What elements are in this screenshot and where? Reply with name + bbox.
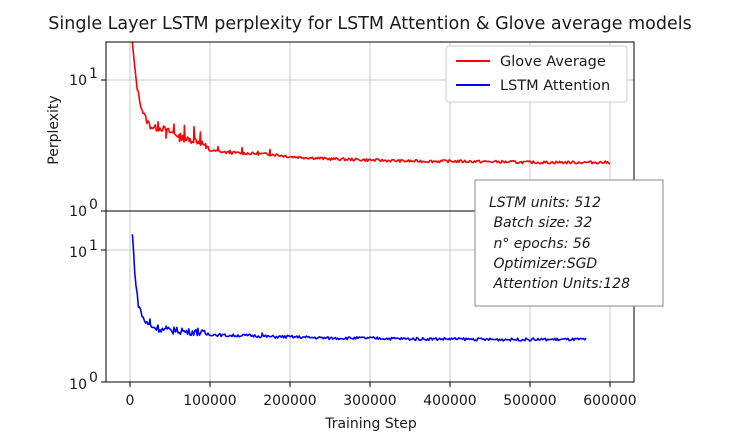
y-tick-top-1: 10 0 bbox=[69, 197, 106, 220]
x-tick-label: 300000 bbox=[343, 393, 396, 409]
info-box: LSTM units: 512 Batch size: 32 n° epochs… bbox=[474, 179, 664, 307]
x-tick-label: 100000 bbox=[183, 393, 236, 409]
info-line-optimizer: Optimizer:SGD bbox=[489, 256, 597, 272]
series-line-glove-average bbox=[131, 41, 611, 165]
info-line-lstm-units: LSTM units: 512 bbox=[489, 195, 601, 211]
subplot-lstm: 10 1 10 0 bbox=[69, 210, 635, 393]
x-tick-label: 200000 bbox=[263, 393, 316, 409]
y-tick-label-bottom-10-exp: 1 bbox=[89, 238, 98, 254]
legend-label-glove: Glove Average bbox=[500, 54, 606, 70]
y-tick-label-top-1: 10 bbox=[69, 204, 87, 220]
y-tick-label-bottom-10: 10 bbox=[69, 245, 87, 261]
chart-title: Single Layer LSTM perplexity for LSTM At… bbox=[48, 14, 691, 34]
y-axis-label: Perplexity bbox=[46, 95, 62, 164]
x-axis-label: Training Step bbox=[324, 416, 417, 432]
y-tick-top-10: 10 1 bbox=[69, 66, 106, 89]
legend-box bbox=[445, 45, 628, 103]
x-tick-label: 600000 bbox=[583, 393, 636, 409]
y-tick-label-bottom-1-exp: 0 bbox=[89, 370, 98, 386]
info-line-attention-units: Attention Units:128 bbox=[489, 276, 630, 292]
y-tick-bottom-10: 10 1 bbox=[69, 238, 106, 261]
info-line-batch-size: Batch size: 32 bbox=[489, 215, 592, 231]
x-axis-ticks: 0 100000 200000 300000 400000 500000 600000 bbox=[126, 382, 637, 409]
y-tick-label-top-10: 10 bbox=[69, 73, 87, 89]
info-line-epochs: n° epochs: 56 bbox=[489, 236, 591, 252]
y-tick-label-top-10-exp: 1 bbox=[89, 66, 98, 82]
info-box-frame bbox=[474, 179, 664, 307]
legend-label-lstm: LSTM Attention bbox=[500, 78, 610, 94]
x-tick-label: 0 bbox=[126, 393, 135, 409]
x-tick-label: 500000 bbox=[503, 393, 556, 409]
y-tick-label-top-1-exp: 0 bbox=[89, 197, 98, 213]
series-line-lstm-attention bbox=[131, 234, 587, 342]
x-tick-label: 400000 bbox=[423, 393, 476, 409]
y-tick-bottom-1: 10 0 bbox=[69, 370, 106, 393]
legend: Glove Average LSTM Attention bbox=[445, 45, 628, 103]
y-tick-label-bottom-1: 10 bbox=[69, 377, 87, 393]
